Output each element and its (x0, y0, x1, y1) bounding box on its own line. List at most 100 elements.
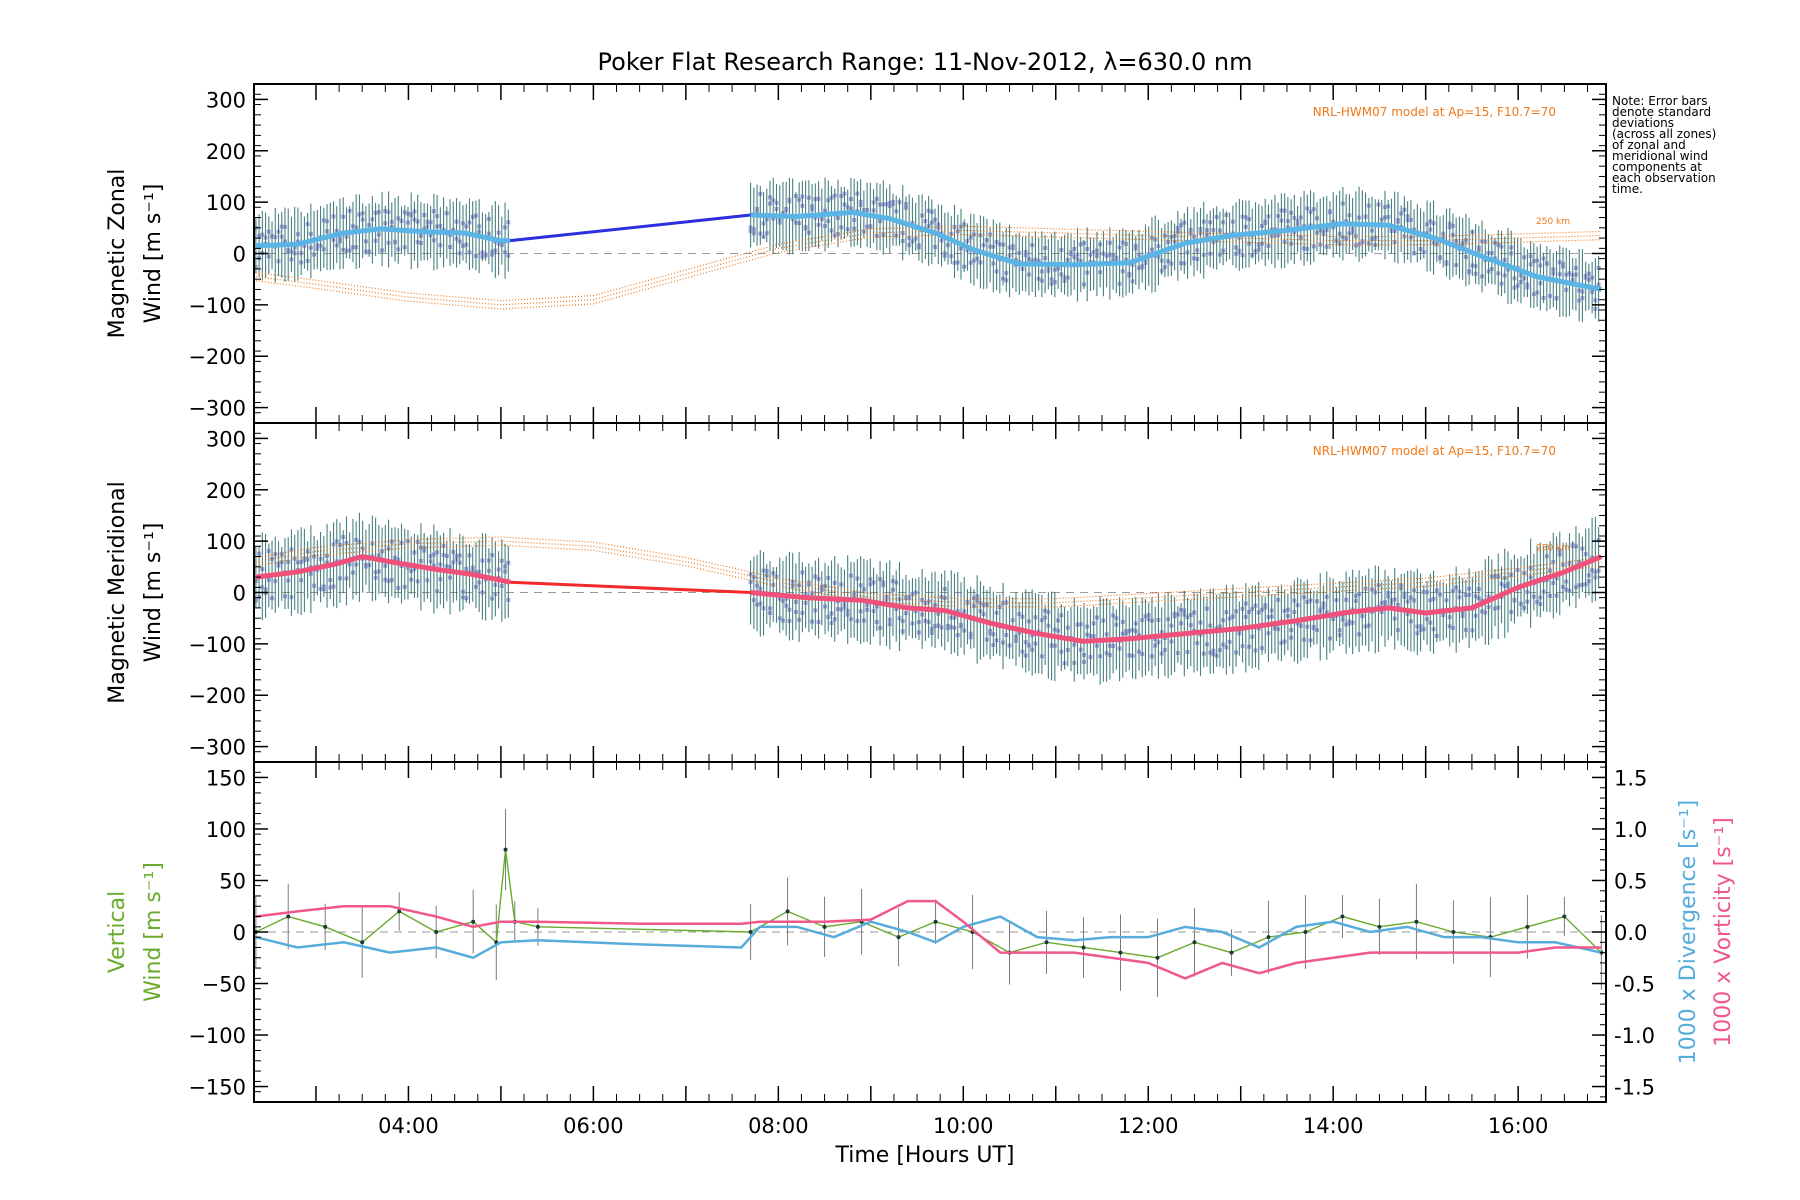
chart-title: Poker Flat Research Range: 11-Nov-2012, … (598, 48, 1253, 76)
y-tick-label: −100 (188, 294, 246, 318)
y-tick-label: −300 (188, 736, 246, 760)
model-label: NRL-HWM07 model at Ap=15, F10.7=70 (1313, 105, 1556, 119)
vorticity-axis-label: 1000 x Vorticity [s⁻¹] (1711, 817, 1736, 1047)
y-tick-label: 100 (206, 530, 246, 554)
vertical-wind-point (1414, 919, 1419, 924)
y-tick-label: 0 (233, 243, 246, 267)
vertical-wind-point (434, 930, 439, 934)
model-label: NRL-HWM07 model at Ap=15, F10.7=70 (1313, 444, 1556, 458)
y-tick-label: −300 (188, 397, 246, 421)
y-tick-label: 100 (206, 818, 246, 842)
y-tick-label: 0 (233, 582, 246, 606)
model-height-label: 250 km (1536, 543, 1570, 553)
y-tick-label: 100 (206, 191, 246, 215)
note-line: time. (1612, 182, 1643, 196)
vertical-wind-point (1525, 924, 1530, 929)
vorticity-line (255, 899, 1602, 980)
vertical-wind-point (896, 935, 901, 940)
x-axis-label: Time [Hours UT] (835, 1143, 1015, 1168)
panels: NRL-HWM07 model at Ap=15, F10.7=70 250 km… (105, 83, 1736, 1138)
panel-vertical: 1.5 1.0 0.5 0.0 -0.5 -1.0 -1.5 1000 x Divergenc… (105, 761, 1736, 1103)
vertical-wind-point (1155, 955, 1160, 960)
y-tick-label: −100 (188, 1024, 246, 1048)
mean-wind-line (750, 209, 1602, 292)
note-line: Note: Error bars (1612, 94, 1708, 108)
right-tick-label: -1.5 (1614, 1076, 1655, 1100)
x-tick-label: 12:00 (1118, 1114, 1179, 1138)
note-line: of zonal and (1612, 138, 1686, 152)
y-tick-label: −50 (202, 973, 246, 997)
y-tick-label: −100 (188, 633, 246, 657)
vertical-wind-point (1118, 950, 1123, 955)
vertical-wind-point (785, 909, 790, 914)
vertical-wind-point (1081, 945, 1086, 950)
right-tick-label: 0.0 (1614, 921, 1647, 945)
y-tick-label: 300 (206, 88, 246, 112)
vertical-wind-point (323, 924, 328, 929)
y-tick-label: 300 (206, 427, 246, 451)
vertical-error-bars (255, 809, 1602, 997)
y-axis-label-line1: Vertical (105, 891, 130, 973)
scatter-points (253, 191, 1601, 311)
y-axis-label-line2: Wind [m s⁻¹] (141, 523, 166, 663)
x-tick-label: 06:00 (563, 1114, 624, 1138)
panel-meridional: NRL-HWM07 model at Ap=15, F10.7=70 250 km… (105, 422, 1607, 763)
vertical-wind-point (1451, 930, 1456, 934)
vertical-wind-point (1266, 935, 1271, 940)
vertical-wind-point (360, 940, 365, 945)
x-tick-label: 08:00 (748, 1114, 809, 1138)
vertical-wind-line (255, 849, 1602, 959)
x-tick-labels: 04:00 06:00 08:00 10:00 12:00 14:00 16:00 (378, 1114, 1548, 1138)
left-axis: 300 200 100 0 −100 −200 −300 (188, 422, 1606, 763)
y-tick-label: 200 (206, 479, 246, 503)
x-axis-ticks (315, 762, 1589, 1102)
vertical-wind-point (1192, 940, 1197, 945)
note-line: components at (1612, 160, 1703, 174)
y-tick-label: 150 (206, 766, 246, 790)
right-tick-label: 1.0 (1614, 818, 1647, 842)
panel-zonal: NRL-HWM07 model at Ap=15, F10.7=70 250 km… (105, 83, 1607, 424)
y-tick-label: 50 (219, 869, 246, 893)
right-tick-label: -0.5 (1614, 973, 1655, 997)
vertical-wind-point (1377, 924, 1382, 929)
vertical-wind-point (397, 909, 402, 914)
right-axis: 1.5 1.0 0.5 0.0 -0.5 -1.0 -1.5 (1592, 766, 1655, 1100)
vertical-wind-point (1340, 914, 1345, 919)
error-bars (255, 177, 1600, 323)
note-line: each observation (1612, 171, 1716, 185)
y-axis-label-line1: Magnetic Zonal (105, 169, 130, 339)
left-axis: 150 100 50 0 −50 −100 −150 (188, 761, 268, 1103)
x-axis-ticks (315, 84, 1589, 423)
vertical-wind-point (286, 914, 291, 919)
scatter-points (253, 535, 1601, 666)
vertical-wind-point (1562, 914, 1567, 919)
y-axis-label-line2: Wind [m s⁻¹] (141, 184, 166, 324)
x-tick-label: 10:00 (933, 1114, 994, 1138)
error-bars (255, 512, 1600, 685)
vertical-wind-point (471, 919, 476, 924)
mean-wind-line (255, 226, 511, 249)
gap-line (509, 213, 751, 243)
vertical-wind-point (1229, 950, 1234, 955)
left-axis: 300 200 100 0 −100 −200 −300 (188, 83, 1606, 424)
divergence-line (255, 915, 1602, 960)
vertical-wind-point (1303, 930, 1308, 934)
mean-wind-line (750, 554, 1603, 644)
divergence-axis-label: 1000 x Divergence [s⁻¹] (1676, 800, 1701, 1064)
y-tick-label: −200 (188, 684, 246, 708)
note-line: deviations (1612, 116, 1675, 130)
x-tick-label: 16:00 (1488, 1114, 1549, 1138)
model-height-label: 250 km (1536, 217, 1570, 227)
note-line: (across all zones) (1612, 127, 1717, 141)
x-tick-label: 04:00 (378, 1114, 439, 1138)
y-tick-label: 200 (206, 140, 246, 164)
vertical-wind-point (822, 924, 827, 929)
error-bar-note: Note: Error bars denote standard deviati… (1612, 94, 1762, 196)
mean-wind-line (255, 554, 511, 585)
y-axis-label-line1: Magnetic Meridional (105, 481, 130, 703)
right-tick-label: -1.0 (1614, 1024, 1655, 1048)
y-axis-label-line2: Wind [m s⁻¹] (141, 862, 166, 1002)
vertical-wind-point (1044, 940, 1049, 945)
x-tick-label: 14:00 (1303, 1114, 1364, 1138)
